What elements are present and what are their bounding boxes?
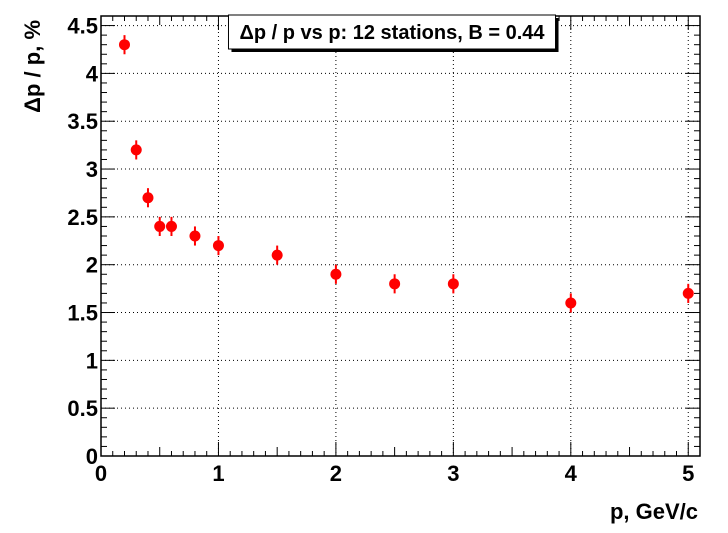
data-point xyxy=(165,220,177,232)
x-tick-label: 4 xyxy=(565,461,578,486)
y-tick-label: 0 xyxy=(86,444,98,469)
x-tick-label: 2 xyxy=(330,461,342,486)
data-point xyxy=(447,278,459,290)
data-point xyxy=(330,268,342,280)
x-tick-label: 3 xyxy=(447,461,459,486)
y-axis-title: Δp / p, % xyxy=(20,20,45,113)
data-point xyxy=(142,192,154,204)
chart-title: Δp / p vs p: 12 stations, B = 0.44 xyxy=(239,22,545,44)
y-tick-label: 1 xyxy=(86,348,98,373)
y-tick-label: 3 xyxy=(86,157,98,182)
data-point xyxy=(271,249,283,261)
data-point xyxy=(154,220,166,232)
data-point xyxy=(389,278,401,290)
y-tick-label: 2.5 xyxy=(67,205,98,230)
x-tick-label: 0 xyxy=(95,461,107,486)
y-tick-label: 4.5 xyxy=(67,14,98,39)
tick-labels: 0 1 2 3 4 5 0 0.5 1 1.5 2 2.5 3 3.5 4 4.5 xyxy=(67,14,694,486)
data-point xyxy=(118,39,130,51)
axis-ticks xyxy=(100,16,701,457)
title-box xyxy=(227,14,557,50)
chart-title-box: Δp / p vs p: 12 stations, B = 0.44 xyxy=(227,14,559,52)
y-tick-label: 2 xyxy=(86,253,98,278)
y-tick-label: 4 xyxy=(86,61,99,86)
x-axis-title: p, GeV/c xyxy=(610,499,698,524)
data-point xyxy=(189,230,201,242)
data-point xyxy=(682,287,694,299)
x-tick-label: 1 xyxy=(212,461,224,486)
data-point xyxy=(130,144,142,156)
data-point xyxy=(565,297,577,309)
y-tick-label: 1.5 xyxy=(67,301,98,326)
y-tick-label: 3.5 xyxy=(67,109,98,134)
data-point xyxy=(212,240,224,252)
data-points xyxy=(118,35,694,313)
x-tick-label: 5 xyxy=(682,461,694,486)
y-tick-label: 0.5 xyxy=(67,396,98,421)
